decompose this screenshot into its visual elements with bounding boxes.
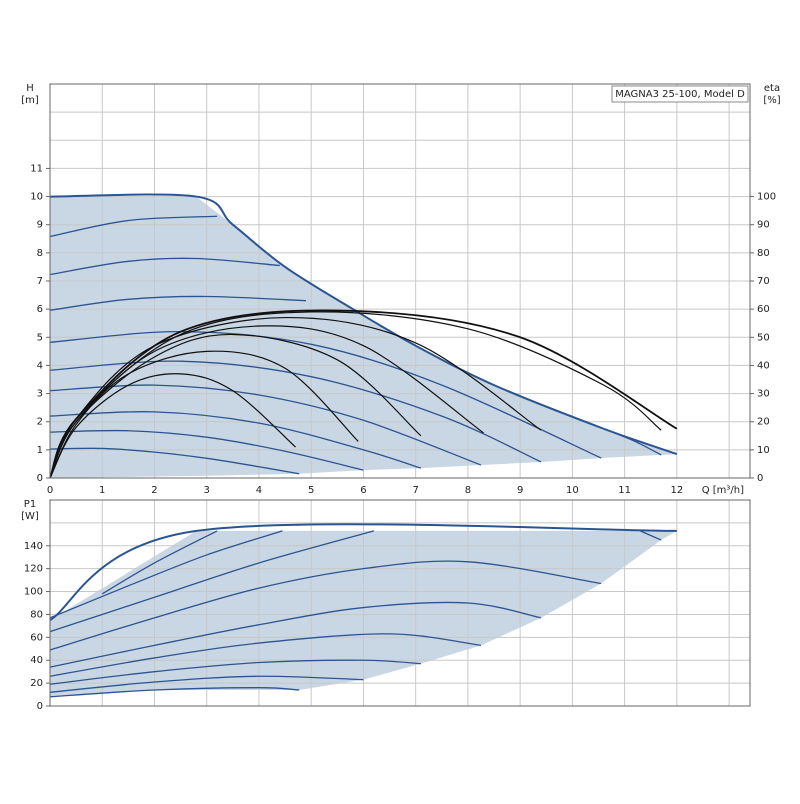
curve [49,257,280,276]
curve [49,350,359,479]
curve [49,309,678,479]
y-tick-label: 5 [37,332,43,343]
curve [101,530,218,595]
y2-tick-label: 80 [757,248,770,259]
curve [49,601,542,668]
y-tick-label: 60 [30,632,43,643]
curve [640,530,662,541]
curve [49,193,678,456]
x-tick-label: 10 [566,485,579,496]
y-axis-label: P1 [24,499,36,510]
x-tick-label: 6 [360,485,366,496]
y-tick-label: 4 [37,360,43,371]
y-tick-label: 0 [37,473,43,484]
y-tick-label: 100 [24,587,43,598]
x-tick-label: 12 [670,485,683,496]
curve [49,373,296,479]
x-tick-label: 5 [308,485,314,496]
y2-axis-label: eta [764,83,780,94]
curve [49,675,364,693]
y2-tick-label: 60 [757,304,770,315]
x-tick-label: 0 [47,485,53,496]
y-tick-label: 2 [37,417,43,428]
curve [49,331,602,459]
x-tick-label: 11 [618,485,631,496]
y-tick-label: 9 [37,220,43,231]
curve [49,633,482,677]
y2-tick-label: 10 [757,445,770,456]
y-tick-label: 1 [37,445,43,456]
y2-tick-label: 20 [757,417,770,428]
y-tick-label: 8 [37,248,43,259]
y-tick-label: 0 [37,701,43,712]
y2-axis-unit: [%] [763,95,780,106]
y2-tick-label: 50 [757,332,770,343]
curve [49,325,484,479]
x-tick-label: 9 [517,485,523,496]
y-axis-unit: [W] [21,511,39,522]
curve [49,411,422,469]
curve [49,295,306,311]
curve [49,560,602,651]
y2-tick-label: 30 [757,389,770,400]
curve [49,659,421,685]
curve [49,384,482,466]
plot-frame [49,499,751,707]
y-tick-label: 6 [37,304,43,315]
x-tick-label: 1 [99,485,105,496]
y-tick-label: 80 [30,609,43,620]
y-axis-label: H [26,83,34,94]
x-tick-label: 8 [465,485,471,496]
x-axis-label: Q [m³/h] [702,485,744,496]
curve [49,447,300,475]
curve [49,687,300,698]
curve [49,530,375,633]
y-tick-label: 11 [30,163,43,174]
y2-tick-label: 70 [757,276,770,287]
y-tick-label: 7 [37,276,43,287]
curve [603,428,662,456]
curve [49,429,364,471]
curve [49,360,542,463]
x-tick-label: 3 [204,485,210,496]
y-tick-label: 3 [37,389,43,400]
curve [49,523,677,622]
y2-tick-label: 40 [757,360,770,371]
y-tick-label: 120 [24,564,43,575]
annotation: MAGNA3 25-100, Model D [615,89,745,100]
y2-tick-label: 0 [757,473,763,484]
curve [49,530,283,619]
annotation-box [611,85,749,103]
x-tick-label: 2 [151,485,157,496]
y-tick-label: 40 [30,655,43,666]
y2-tick-label: 90 [757,220,770,231]
y-tick-label: 20 [30,678,43,689]
x-tick-label: 7 [412,485,418,496]
y-tick-label: 10 [30,192,43,203]
y-axis-unit: [m] [21,95,39,106]
y2-tick-label: 100 [757,192,776,203]
y-tick-label: 140 [24,541,43,552]
curve [49,215,218,238]
x-tick-label: 4 [256,485,262,496]
